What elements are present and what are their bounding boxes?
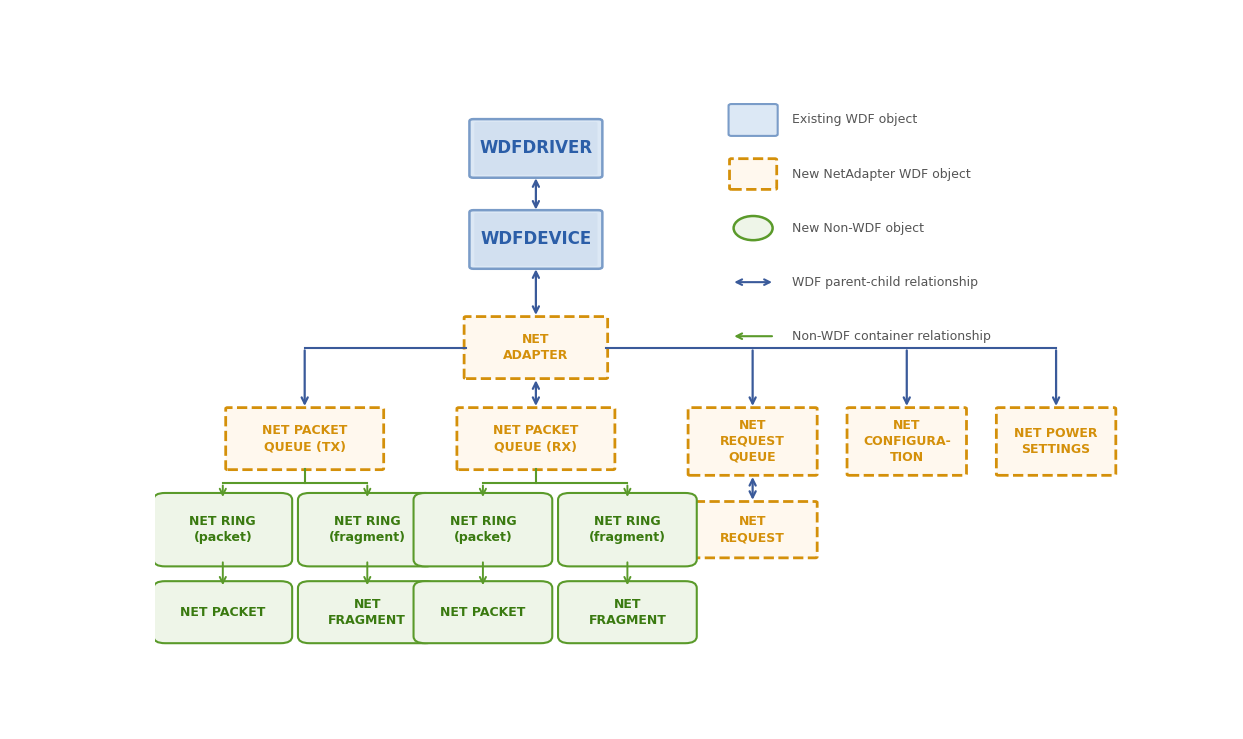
Text: New Non-WDF object: New Non-WDF object <box>792 222 924 234</box>
Text: NET PACKET
QUEUE (TX): NET PACKET QUEUE (TX) <box>262 424 347 453</box>
FancyBboxPatch shape <box>470 119 603 178</box>
FancyBboxPatch shape <box>457 408 615 470</box>
Text: NET
CONFIGURA-
TION: NET CONFIGURA- TION <box>863 419 951 464</box>
FancyBboxPatch shape <box>475 122 598 175</box>
Text: NET PACKET: NET PACKET <box>440 606 526 619</box>
Text: NET
FRAGMENT: NET FRAGMENT <box>328 598 406 627</box>
FancyBboxPatch shape <box>689 502 817 558</box>
FancyBboxPatch shape <box>226 408 384 470</box>
Ellipse shape <box>733 216 773 240</box>
Text: NET POWER
SETTINGS: NET POWER SETTINGS <box>1014 427 1098 456</box>
FancyBboxPatch shape <box>470 210 603 269</box>
FancyBboxPatch shape <box>153 493 292 566</box>
Text: NET RING
(fragment): NET RING (fragment) <box>329 515 405 544</box>
FancyBboxPatch shape <box>730 159 777 189</box>
Text: Non-WDF container relationship: Non-WDF container relationship <box>792 330 991 343</box>
FancyBboxPatch shape <box>464 316 608 378</box>
Text: NET RING
(packet): NET RING (packet) <box>189 515 256 544</box>
FancyBboxPatch shape <box>558 581 697 643</box>
Text: NET
ADAPTER: NET ADAPTER <box>503 333 568 362</box>
FancyBboxPatch shape <box>298 493 436 566</box>
Text: NET PACKET: NET PACKET <box>180 606 266 619</box>
FancyBboxPatch shape <box>558 493 697 566</box>
FancyBboxPatch shape <box>728 104 778 136</box>
Text: Existing WDF object: Existing WDF object <box>792 114 917 126</box>
FancyBboxPatch shape <box>298 581 436 643</box>
FancyBboxPatch shape <box>153 581 292 643</box>
Text: WDFDEVICE: WDFDEVICE <box>480 231 592 248</box>
FancyBboxPatch shape <box>475 213 598 266</box>
FancyBboxPatch shape <box>414 493 552 566</box>
FancyBboxPatch shape <box>414 581 552 643</box>
FancyBboxPatch shape <box>846 408 967 475</box>
Text: NET
FRAGMENT: NET FRAGMENT <box>588 598 666 627</box>
Text: NET
REQUEST
QUEUE: NET REQUEST QUEUE <box>720 419 786 464</box>
Text: WDF parent-child relationship: WDF parent-child relationship <box>792 276 978 289</box>
Text: NET RING
(packet): NET RING (packet) <box>450 515 516 544</box>
Text: NET RING
(fragment): NET RING (fragment) <box>589 515 666 544</box>
Text: New NetAdapter WDF object: New NetAdapter WDF object <box>792 168 971 180</box>
FancyBboxPatch shape <box>689 408 817 475</box>
Text: WDFDRIVER: WDFDRIVER <box>480 140 593 157</box>
Text: NET PACKET
QUEUE (RX): NET PACKET QUEUE (RX) <box>493 424 578 453</box>
Text: NET
REQUEST: NET REQUEST <box>720 515 786 544</box>
FancyBboxPatch shape <box>997 408 1116 475</box>
